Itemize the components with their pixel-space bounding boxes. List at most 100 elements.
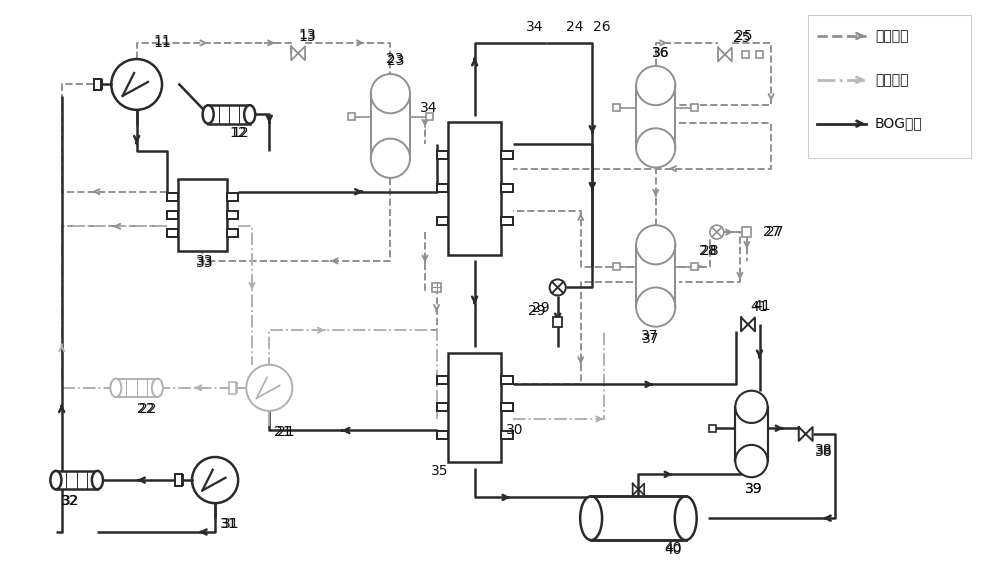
Text: 38: 38: [815, 443, 833, 457]
Bar: [348, 113, 355, 120]
Bar: [432, 283, 441, 292]
Text: 31: 31: [220, 517, 238, 531]
Text: 33: 33: [196, 254, 213, 268]
Bar: [501, 218, 513, 225]
Bar: [167, 193, 178, 201]
Text: 11: 11: [153, 36, 171, 50]
Text: 22: 22: [137, 402, 155, 416]
Bar: [437, 403, 448, 411]
Text: 29: 29: [532, 301, 549, 315]
Bar: [437, 218, 448, 225]
Bar: [742, 227, 751, 237]
Circle shape: [111, 59, 162, 110]
Text: 22: 22: [139, 402, 157, 416]
Bar: [208, 105, 250, 124]
Bar: [636, 86, 675, 148]
Text: 32: 32: [61, 494, 78, 508]
Ellipse shape: [675, 496, 697, 540]
Ellipse shape: [636, 128, 675, 168]
Ellipse shape: [636, 66, 675, 105]
Bar: [709, 425, 716, 432]
Circle shape: [550, 279, 566, 295]
Text: 37: 37: [641, 329, 659, 343]
Text: 27: 27: [766, 225, 783, 239]
Text: 36: 36: [652, 47, 669, 60]
Text: 12: 12: [229, 126, 247, 140]
Bar: [501, 431, 513, 439]
Bar: [501, 151, 513, 159]
Bar: [229, 382, 236, 394]
Text: 26: 26: [593, 20, 610, 34]
Bar: [691, 104, 698, 111]
Bar: [426, 113, 433, 120]
Bar: [448, 353, 501, 462]
Bar: [636, 245, 675, 307]
Ellipse shape: [636, 225, 675, 264]
Text: 11: 11: [153, 34, 171, 48]
Ellipse shape: [735, 445, 768, 477]
Text: 37: 37: [642, 332, 660, 346]
Bar: [94, 79, 101, 90]
Bar: [175, 474, 182, 486]
Text: 24: 24: [566, 20, 584, 34]
Text: 30: 30: [506, 424, 524, 437]
Text: 12: 12: [232, 126, 249, 140]
Text: 27: 27: [763, 225, 781, 239]
Text: 31: 31: [222, 517, 240, 531]
Bar: [227, 193, 238, 201]
Bar: [553, 318, 562, 327]
Text: 36: 36: [652, 47, 669, 60]
Circle shape: [192, 457, 238, 503]
Text: 41: 41: [753, 299, 771, 313]
Text: 21: 21: [277, 425, 294, 438]
Ellipse shape: [50, 471, 61, 489]
Ellipse shape: [580, 496, 602, 540]
Bar: [501, 376, 513, 384]
Text: 41: 41: [751, 300, 768, 314]
Circle shape: [246, 365, 292, 411]
Text: 13: 13: [299, 30, 316, 44]
Text: BOG循环: BOG循环: [875, 116, 923, 131]
Bar: [167, 229, 178, 237]
Bar: [56, 471, 97, 489]
Ellipse shape: [371, 139, 410, 178]
Text: 40: 40: [664, 544, 682, 557]
Text: 40: 40: [664, 541, 682, 555]
Text: 13: 13: [299, 28, 316, 42]
Text: 32: 32: [62, 494, 80, 508]
Text: 29: 29: [528, 303, 546, 318]
Ellipse shape: [371, 74, 410, 113]
Circle shape: [710, 225, 724, 239]
Bar: [691, 263, 698, 270]
Bar: [437, 184, 448, 193]
Bar: [437, 431, 448, 439]
Bar: [808, 15, 971, 158]
Text: 38: 38: [815, 445, 833, 460]
Bar: [742, 51, 749, 58]
Bar: [613, 263, 620, 270]
Ellipse shape: [110, 379, 121, 397]
Bar: [437, 151, 448, 159]
Bar: [116, 379, 157, 397]
Bar: [501, 403, 513, 411]
Ellipse shape: [92, 471, 103, 489]
Ellipse shape: [244, 105, 255, 124]
Text: 23: 23: [386, 52, 404, 66]
Ellipse shape: [636, 287, 675, 327]
Text: 25: 25: [733, 31, 751, 45]
Text: 39: 39: [745, 482, 763, 496]
Bar: [167, 211, 178, 219]
Bar: [613, 104, 620, 111]
Bar: [227, 211, 238, 219]
Bar: [371, 94, 410, 158]
Ellipse shape: [735, 391, 768, 423]
Text: 35: 35: [431, 464, 449, 478]
Ellipse shape: [203, 105, 214, 124]
Bar: [756, 51, 763, 58]
Bar: [227, 229, 238, 237]
Text: 25: 25: [735, 29, 752, 43]
Text: 28: 28: [699, 244, 716, 257]
Bar: [735, 407, 768, 461]
Text: 预冷循环: 预冷循环: [875, 29, 908, 43]
Text: 28: 28: [701, 244, 719, 257]
